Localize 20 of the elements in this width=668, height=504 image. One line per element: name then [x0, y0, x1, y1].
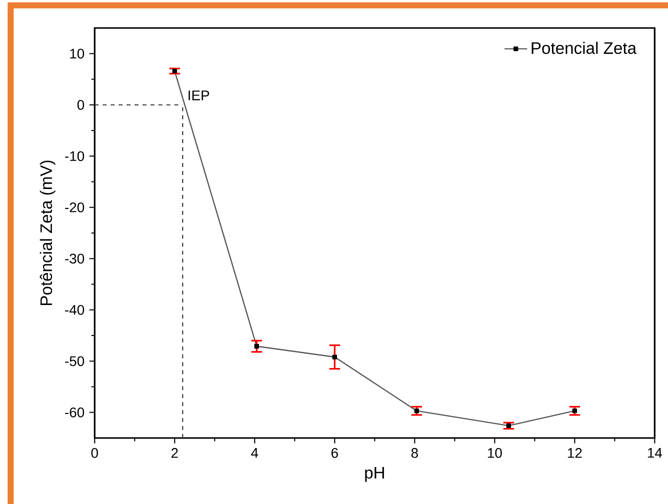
y-tick-label: -30 — [65, 254, 84, 264]
x-axis-title: pH — [365, 467, 384, 482]
x-tick-label: 6 — [332, 448, 338, 458]
x-tick-label: 8 — [411, 448, 418, 458]
x-tick-label: 14 — [648, 448, 662, 458]
y-axis-title: Potêncial Zeta (mV) — [40, 160, 56, 306]
x-tick-label: 2 — [172, 448, 178, 458]
x-tick-label: 10 — [488, 448, 502, 458]
y-tick-label: 0 — [77, 100, 84, 110]
annotation: IEP — [188, 90, 210, 100]
y-tick-label: -10 — [65, 151, 84, 162]
x-tick-label: 4 — [251, 448, 258, 458]
x-tick-label: 0 — [91, 448, 98, 458]
x-tick-label: 12 — [568, 448, 582, 458]
y-tick-label: -40 — [65, 304, 84, 315]
y-tick-label: -50 — [65, 356, 84, 366]
y-tick-label: 10 — [70, 48, 84, 59]
legend-label: Potencial Zeta — [532, 42, 637, 54]
y-tick-label: -20 — [65, 202, 84, 212]
y-tick-label: -60 — [65, 407, 84, 418]
